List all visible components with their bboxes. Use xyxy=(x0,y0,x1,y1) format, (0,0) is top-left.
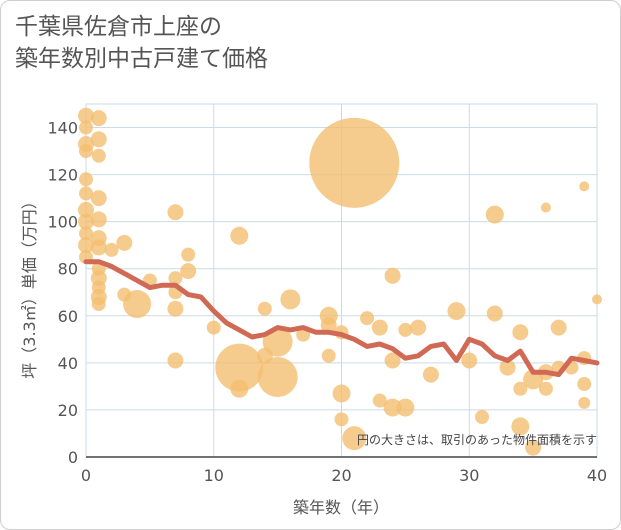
data-bubble xyxy=(167,352,184,369)
data-bubble xyxy=(579,181,590,192)
data-bubble xyxy=(447,302,466,321)
data-bubble xyxy=(230,226,249,245)
data-bubble xyxy=(485,205,504,224)
data-bubble xyxy=(321,348,336,363)
data-bubble xyxy=(525,439,542,456)
data-bubble xyxy=(181,247,196,262)
y-tick-label: 20 xyxy=(58,401,78,420)
data-bubble xyxy=(90,239,107,256)
y-tick-labels: 0 20 40 60 80 100 120 140 xyxy=(47,119,78,467)
data-bubble xyxy=(78,107,94,124)
y-tick-label: 140 xyxy=(47,119,78,138)
data-bubble xyxy=(257,301,272,316)
data-bubble xyxy=(513,381,528,396)
data-bubble xyxy=(511,417,530,436)
data-bubble xyxy=(422,366,439,383)
data-bubble xyxy=(309,117,400,208)
data-bubble xyxy=(230,379,249,398)
data-bubble xyxy=(578,396,591,409)
title-line-1: 千葉県佐倉市上座の xyxy=(15,14,222,40)
data-bubble xyxy=(91,148,106,163)
data-bubble xyxy=(116,234,133,251)
data-bubble xyxy=(342,426,367,451)
y-axis-title: 坪（3.3㎡）単価（万円） xyxy=(20,193,39,378)
data-bubble xyxy=(371,319,388,336)
size-annotation: 円の大きさは、取引のあった物件面積を示す xyxy=(357,432,597,447)
trend-line xyxy=(83,259,600,378)
y-tick-label: 40 xyxy=(58,354,78,373)
data-bubble xyxy=(332,384,351,403)
data-bubble xyxy=(383,398,402,417)
data-bubble xyxy=(78,237,94,254)
x-tick-label: 30 xyxy=(459,466,479,485)
data-bubble xyxy=(592,294,602,305)
data-bubble xyxy=(410,319,427,336)
y-tick-label: 100 xyxy=(47,213,78,232)
bubble-layer xyxy=(78,107,602,456)
chart-title: 千葉県佐倉市上座の 築年数別中古戸建て価格 xyxy=(15,11,268,75)
data-bubble xyxy=(90,131,107,148)
data-bubble xyxy=(78,201,94,218)
data-bubble xyxy=(79,172,93,187)
x-axis-title: 築年数（年） xyxy=(293,498,389,517)
data-bubble xyxy=(334,412,349,427)
data-bubble xyxy=(320,317,337,334)
data-bubble xyxy=(215,343,264,392)
data-bubble xyxy=(577,377,592,392)
data-bubble xyxy=(90,110,107,127)
data-bubble xyxy=(79,144,93,159)
data-bubble xyxy=(499,359,516,376)
title-line-2: 築年数別中古戸建て価格 xyxy=(15,46,268,72)
x-tick-label: 40 xyxy=(587,466,607,485)
data-bubble xyxy=(90,190,107,207)
data-bubble xyxy=(167,300,184,317)
data-bubble xyxy=(486,305,503,322)
data-bubble xyxy=(540,202,551,213)
x-tick-label: 20 xyxy=(331,466,351,485)
data-bubble xyxy=(475,409,490,424)
data-bubble xyxy=(180,263,197,280)
data-bubble xyxy=(167,204,184,221)
data-bubble xyxy=(550,319,567,336)
data-bubble xyxy=(384,267,401,284)
data-bubble xyxy=(79,226,93,241)
data-bubble xyxy=(280,289,301,310)
y-tick-label: 0 xyxy=(68,448,78,467)
x-tick-label: 10 xyxy=(204,466,224,485)
data-bubble xyxy=(512,324,529,341)
y-tick-label: 60 xyxy=(58,307,78,326)
data-bubble xyxy=(384,352,401,369)
data-bubble xyxy=(257,356,298,397)
data-bubble xyxy=(206,320,221,335)
data-bubble xyxy=(461,352,478,369)
data-bubble xyxy=(123,290,152,319)
x-tick-labels: 0 10 20 30 40 xyxy=(81,466,607,485)
data-bubble xyxy=(90,211,107,228)
data-bubble xyxy=(360,311,375,326)
data-bubble xyxy=(79,120,93,135)
data-bubble xyxy=(91,297,106,312)
data-bubble xyxy=(372,393,387,408)
data-bubble xyxy=(398,322,413,337)
data-bubble xyxy=(79,186,93,201)
y-tick-label: 120 xyxy=(47,166,78,185)
data-bubble xyxy=(78,213,94,230)
data-bubble xyxy=(396,398,415,417)
data-bubble xyxy=(104,242,119,257)
y-tick-label: 80 xyxy=(58,260,78,279)
data-bubble xyxy=(168,271,183,286)
x-tick-label: 0 xyxy=(81,466,91,485)
data-bubble xyxy=(538,381,553,396)
